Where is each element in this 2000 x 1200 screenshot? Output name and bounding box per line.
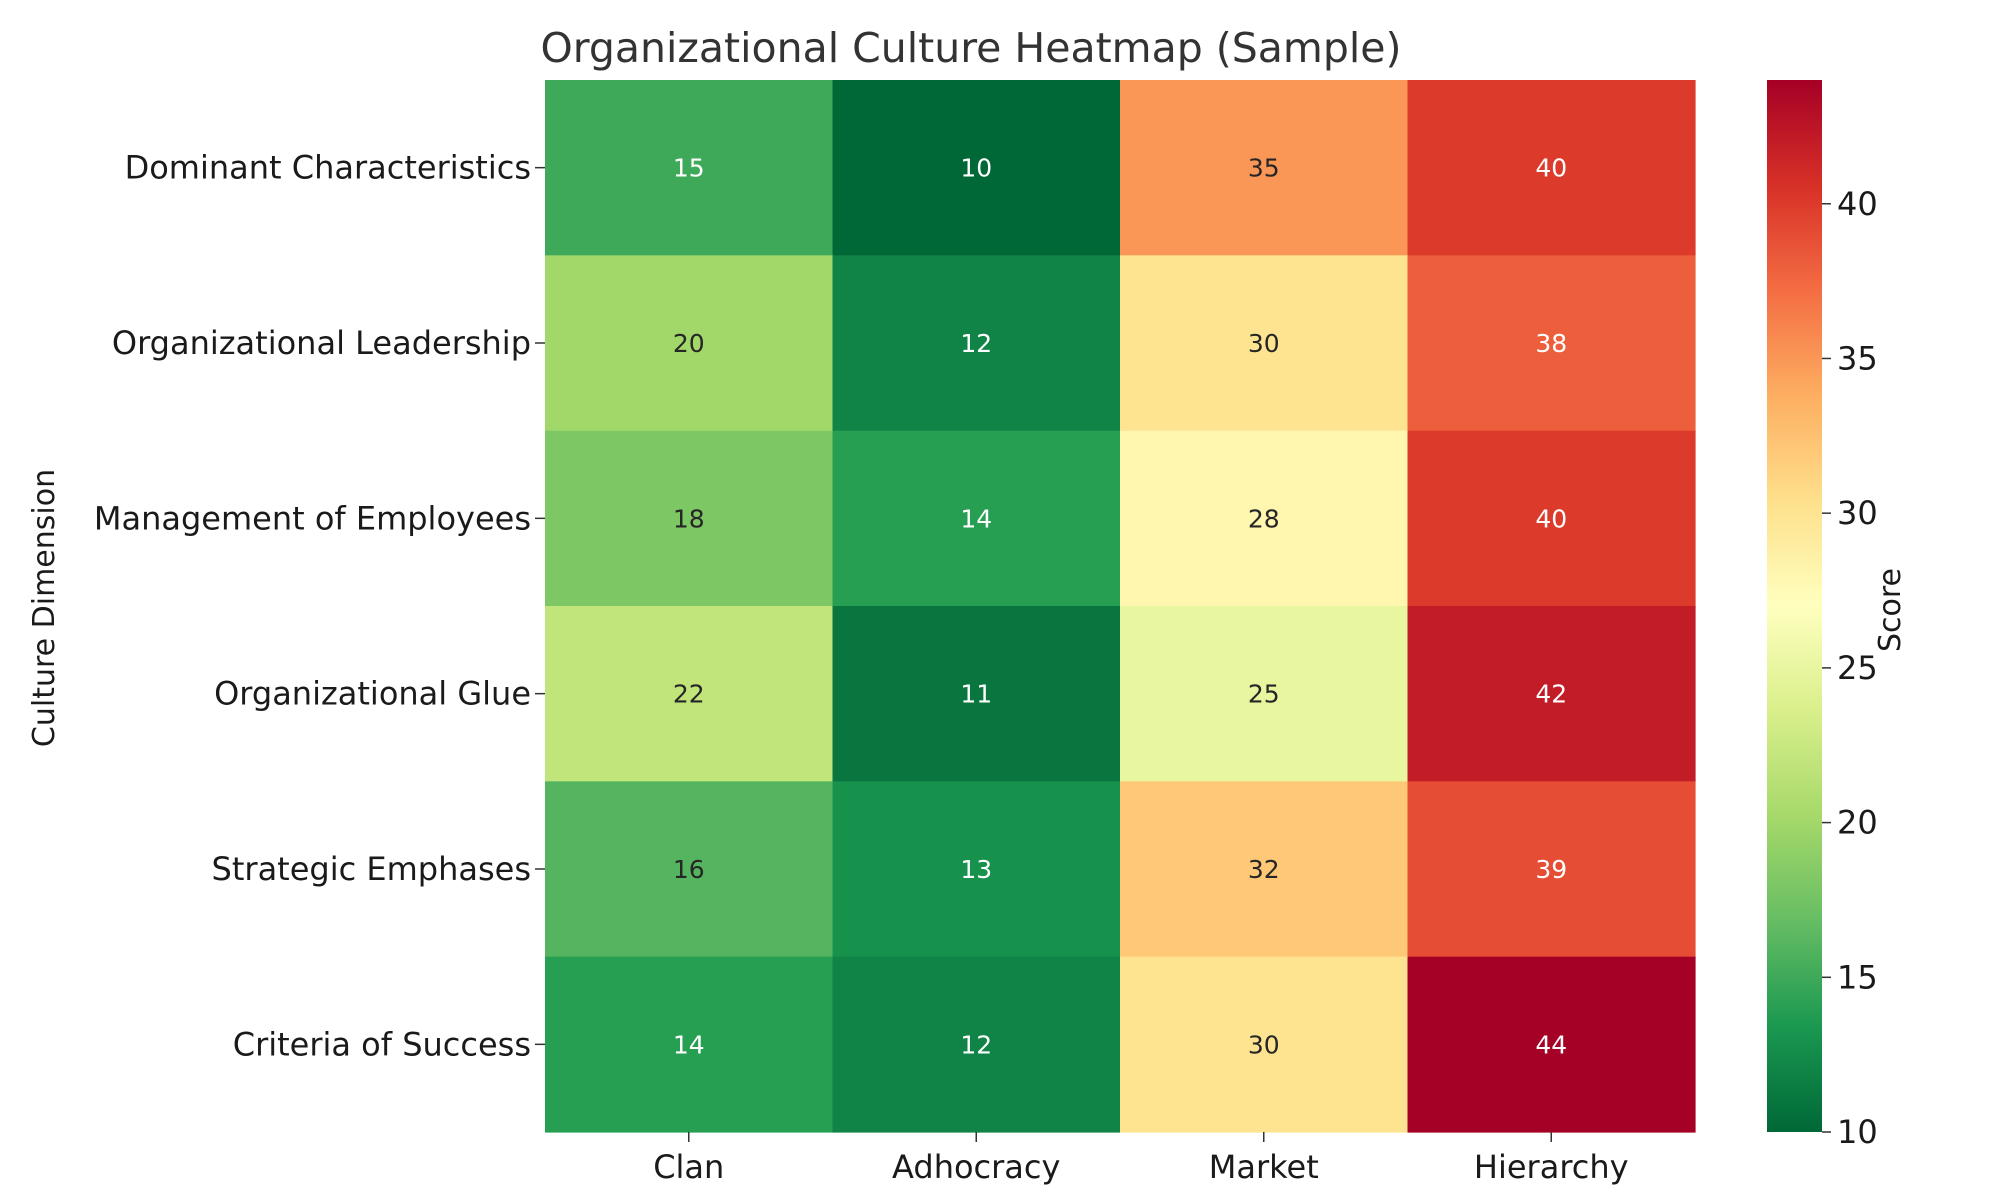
cell-value-label: 25 (1248, 680, 1280, 709)
colorbar-gradient (1767, 80, 1822, 1132)
heatmap-cell (1120, 781, 1409, 958)
cell-value-label: 28 (1248, 504, 1280, 533)
cell-value-label: 20 (673, 329, 705, 358)
cell-value-label: 15 (673, 154, 705, 183)
cell-value-label: 35 (1248, 154, 1280, 183)
cell-value-label: 12 (960, 329, 992, 358)
cell-value-label: 39 (1535, 855, 1567, 884)
heatmap-cell (1407, 781, 1696, 958)
cell-value-label: 30 (1248, 1030, 1280, 1059)
heatmap-cell (1407, 430, 1696, 607)
heatmap-cell (1120, 956, 1409, 1133)
cell-value-label: 40 (1535, 504, 1567, 533)
row-label-criteria-of-success: Criteria of Success (233, 1025, 531, 1063)
y-axis-title: Culture Dimension (27, 469, 62, 747)
cell-value-label: 14 (673, 1030, 705, 1059)
heatmap-cell (1407, 606, 1696, 782)
heatmap-cell (1120, 255, 1409, 432)
heatmap-cell-labels: 15 10 35 40 20 12 30 38 18 14 28 40 22 11 25 42 16 13 32 39… (673, 154, 1567, 1060)
chart-title: Organizational Culture Heatmap (Sample) (540, 24, 1401, 72)
cell-value-label: 18 (673, 504, 705, 533)
cell-value-label: 44 (1535, 1030, 1567, 1059)
column-label-market: Market (1209, 1148, 1319, 1186)
cell-value-label: 16 (673, 855, 705, 884)
heatmap-cell (832, 781, 1121, 958)
heatmap-cell (1120, 430, 1409, 607)
colorbar-tick-label: 15 (1837, 958, 1878, 996)
cell-value-label: 10 (960, 154, 992, 183)
cell-value-label: 14 (960, 504, 992, 533)
colorbar-tick-label: 25 (1837, 649, 1878, 687)
heatmap-cell (1120, 80, 1409, 256)
colorbar: 10 15 20 25 30 35 40 (1767, 80, 1878, 1151)
cell-value-label: 40 (1535, 154, 1567, 183)
heatmap-cell (832, 606, 1121, 782)
column-label-clan: Clan (653, 1148, 724, 1186)
cell-value-label: 11 (960, 680, 992, 709)
cell-value-label: 38 (1535, 329, 1567, 358)
heatmap-cell (832, 430, 1121, 607)
cell-value-label: 12 (960, 1030, 992, 1059)
colorbar-tick-label: 30 (1837, 494, 1878, 532)
row-label-organizational-leadership: Organizational Leadership (112, 324, 531, 362)
cell-value-label: 22 (673, 680, 705, 709)
column-labels: Clan Adhocracy Market Hierarchy (653, 1132, 1629, 1186)
row-label-dominant-characteristics: Dominant Characteristics (125, 149, 531, 187)
heatmap-cells (545, 80, 1696, 1133)
heatmap-cell (545, 255, 834, 432)
colorbar-tick-label: 20 (1837, 804, 1878, 842)
cell-value-label: 32 (1248, 855, 1280, 884)
heatmap-cell (545, 430, 834, 607)
row-label-management-of-employees: Management of Employees (94, 499, 531, 537)
colorbar-tick-label: 40 (1837, 185, 1878, 223)
colorbar-tick-label: 10 (1837, 1113, 1878, 1151)
heatmap-cell (1120, 606, 1409, 782)
heatmap-cell (545, 606, 834, 782)
heatmap-cell (1407, 255, 1696, 432)
heatmap-cell (545, 781, 834, 958)
column-label-adhocracy: Adhocracy (892, 1148, 1060, 1186)
heatmap-cell (832, 80, 1121, 256)
colorbar-tick-label: 35 (1837, 339, 1878, 377)
heatmap-cell (1407, 80, 1696, 256)
heatmap-cell (545, 80, 834, 256)
row-label-organizational-glue: Organizational Glue (214, 675, 531, 713)
colorbar-title: Score (1873, 568, 1908, 652)
row-label-strategic-emphases: Strategic Emphases (212, 850, 531, 888)
heatmap-cell (832, 255, 1121, 432)
row-labels: Dominant Characteristics Organizational L… (94, 149, 545, 1063)
heatmap-cell (1407, 956, 1696, 1133)
heatmap-cell (545, 956, 834, 1133)
column-label-hierarchy: Hierarchy (1474, 1148, 1629, 1186)
heatmap-cell (832, 956, 1121, 1133)
cell-value-label: 30 (1248, 329, 1280, 358)
cell-value-label: 13 (960, 855, 992, 884)
cell-value-label: 42 (1535, 680, 1567, 709)
